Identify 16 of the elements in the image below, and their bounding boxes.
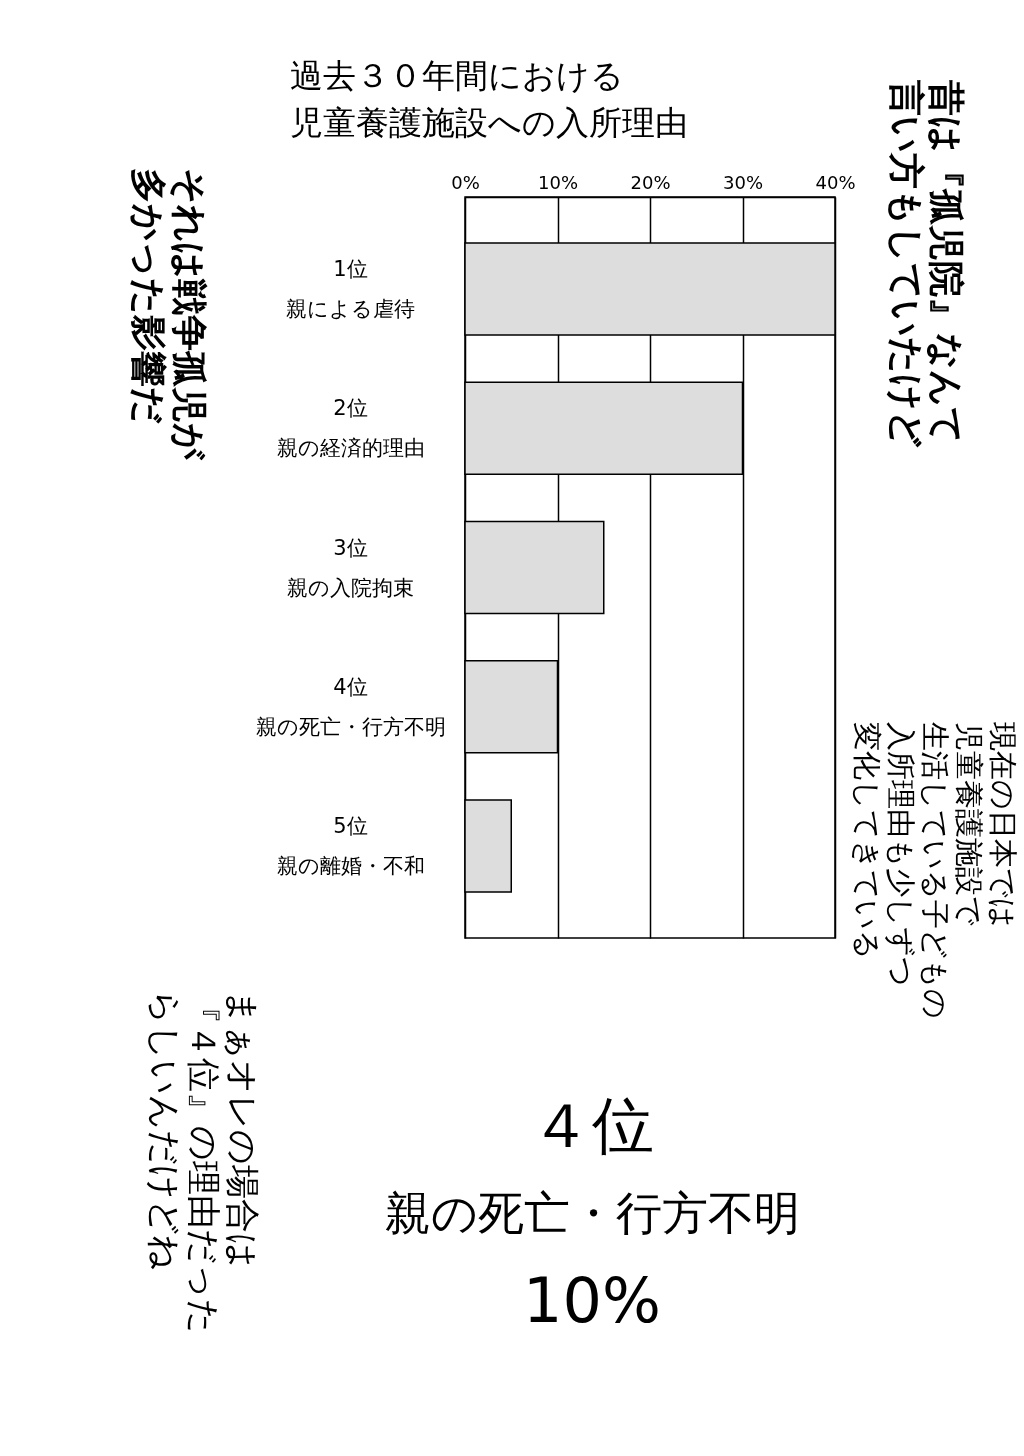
x-tick-label: 10%: [537, 171, 579, 193]
y-tick-label: 1位親による虐待: [286, 256, 415, 321]
x-tick-label: 0%: [451, 171, 480, 193]
x-tick-label: 30%: [722, 171, 764, 193]
y-tick-label: 3位親の入院拘束: [287, 535, 414, 600]
x-tick-label: 40%: [815, 171, 856, 193]
y-tick-label: 5位親の離婚・不和: [276, 814, 425, 879]
text: ４位親の死亡・行方不明10%: [384, 1089, 800, 1337]
chart-title: 過去３０年間における児童養護施設への入所理由: [290, 56, 688, 142]
text: 現在の日本では児童養護施設で生活している子どもの入所理由も少しずつ変化してきている: [850, 722, 1020, 1019]
y-tick-label: 2位親の経済的理由: [276, 396, 425, 461]
text: 昔は『孤児院』なんて言い方もしていたけど: [886, 79, 967, 448]
x-tick-label: 20%: [630, 171, 671, 193]
text: それは戦争孤児が多かった影響だ: [128, 168, 210, 461]
y-tick-label: 4位親の死亡・行方不明: [255, 674, 446, 739]
text: まぁオレの場合は『４位』の理由だったらしいんだけどね: [145, 990, 263, 1334]
